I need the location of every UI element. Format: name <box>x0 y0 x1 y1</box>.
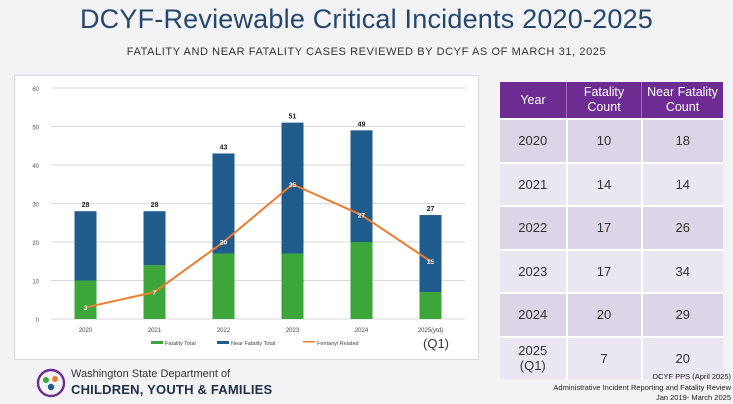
y-tick-label: 30 <box>32 203 39 209</box>
x-tick-label: 2022 <box>217 328 231 334</box>
bar-total-label: 51 <box>289 114 297 121</box>
header-fatality-count: Fatality Count <box>566 82 642 119</box>
y-tick-label: 10 <box>32 280 39 286</box>
cell-year: 2020 <box>500 118 567 163</box>
bar-near-fatality <box>74 211 97 281</box>
source-note-2: Administrative Incident Reporting and Fa… <box>553 383 731 392</box>
cell-fatality-count: 14 <box>565 161 642 206</box>
y-tick-label: 0 <box>36 318 40 324</box>
cell-fatality-count: 7 <box>565 335 642 379</box>
chart-panel: 0 10 20 30 40 50 60 28 2020 28 2021 43 2022 51 2023 49 2… <box>14 75 479 360</box>
table-row: 2024 20 29 <box>500 292 723 337</box>
dcyf-logo-icon <box>36 368 66 398</box>
cell-year-value: 2020 <box>518 133 548 149</box>
category-note: (Q1) <box>423 336 449 351</box>
y-tick-label: 40 <box>32 164 39 170</box>
header-year: Year <box>500 82 567 119</box>
bar-fatality <box>350 242 373 319</box>
cell-near-fatality-count: 29 <box>640 292 723 337</box>
page-subtitle: FATALITY AND NEAR FATALITY CASES REVIEWE… <box>126 46 607 58</box>
legend-fentanyl-related-swatch <box>303 341 315 343</box>
bar-total-label: 49 <box>358 121 366 128</box>
org-name-line1: Washington State Department of <box>71 368 231 380</box>
cell-near-fatality-count: 18 <box>640 118 723 163</box>
y-tick-label: 20 <box>32 241 39 247</box>
x-tick-label: 2025(ytd) <box>418 328 443 334</box>
legend-fatality-total: Fatality Total <box>165 341 196 347</box>
line-point-label: 27 <box>358 213 366 220</box>
bar-near-fatality <box>143 211 166 266</box>
cell-year: 2024 <box>500 292 567 337</box>
bar-total-label: 43 <box>220 144 228 151</box>
legend-fatality-total-swatch <box>151 341 163 344</box>
bar-near-fatality <box>212 153 235 254</box>
table-row: 2023 17 34 <box>500 248 723 293</box>
bar-near-fatality <box>350 130 373 242</box>
bar-fatality <box>212 253 235 319</box>
line-point-label: 15 <box>427 259 435 266</box>
table-row: 2022 17 26 <box>500 205 723 250</box>
x-tick-label: 2020 <box>79 328 93 334</box>
bar-total-label: 28 <box>151 202 159 209</box>
cell-fatality-count: 20 <box>565 292 642 337</box>
header-near-fatality-count: Near Fatality Count <box>641 82 723 119</box>
cell-year: 2021 <box>500 161 567 206</box>
bar-total-label: 27 <box>427 206 435 213</box>
source-note-3: Jan 2019- March 2025 <box>655 393 731 402</box>
cell-year-sub: (Q1) <box>519 358 546 374</box>
table-row: 2021 14 14 <box>500 161 723 206</box>
table-body: 2020 10 18 2021 14 14 2022 17 26 2023 17 34 2024 20 29… <box>500 118 723 379</box>
cell-fatality-count: 17 <box>565 248 642 293</box>
y-tick-label: 50 <box>32 126 39 132</box>
cell-year: 2025 (Q1) <box>500 335 567 379</box>
incidents-table: Year Fatality Count Near Fatality Count … <box>500 82 723 379</box>
cell-year-value: 2024 <box>518 307 548 323</box>
table-row: 2020 10 18 <box>500 118 723 163</box>
cell-near-fatality-count: 14 <box>640 161 723 206</box>
line-point-label: 35 <box>289 182 297 189</box>
line-point-label: 20 <box>220 240 228 247</box>
cell-near-fatality-count: 20 <box>640 335 723 379</box>
x-tick-label: 2024 <box>355 328 369 334</box>
cell-fatality-count: 10 <box>565 118 642 163</box>
cell-year-value: 2022 <box>518 220 548 236</box>
x-tick-label: 2021 <box>148 328 162 334</box>
legend-near-fatality-total: Near Fatality Total <box>231 341 275 347</box>
table-row: 2025 (Q1) 7 20 <box>500 335 723 379</box>
bar-near-fatality <box>281 122 304 254</box>
bar-fatality <box>281 253 304 319</box>
line-point-label: 3 <box>84 305 88 312</box>
line-fentanyl-related <box>85 183 432 309</box>
cell-year-value: 2023 <box>518 263 548 279</box>
incidents-chart: 0 10 20 30 40 50 60 28 2020 28 2021 43 2022 51 2023 49 2… <box>32 87 465 347</box>
source-note-1: DCYF PPS (April 2025) <box>652 372 731 381</box>
bar-fatality <box>419 292 442 319</box>
x-tick-label: 2023 <box>286 328 300 334</box>
cell-year: 2022 <box>500 205 567 250</box>
cell-near-fatality-count: 26 <box>640 205 723 250</box>
table-header-row: Year Fatality Count Near Fatality Count <box>500 82 723 119</box>
cell-near-fatality-count: 34 <box>640 248 723 293</box>
bar-near-fatality <box>419 215 442 293</box>
cell-year-value: 2025 <box>518 343 548 359</box>
y-tick-label: 60 <box>32 87 39 93</box>
org-name-line2: CHILDREN, YOUTH & FAMILIES <box>71 382 273 397</box>
line-point-label: 7 <box>153 290 157 297</box>
bar-fatality <box>74 280 97 319</box>
cell-year: 2023 <box>500 248 567 293</box>
legend-fentanyl-related: Fentanyl Related <box>317 341 359 347</box>
page-title: DCYF-Reviewable Critical Incidents 2020-… <box>79 4 654 34</box>
cell-year-value: 2021 <box>518 176 548 192</box>
bar-total-label: 28 <box>82 202 90 209</box>
legend-near-fatality-total-swatch <box>217 341 229 344</box>
cell-fatality-count: 17 <box>565 205 642 250</box>
